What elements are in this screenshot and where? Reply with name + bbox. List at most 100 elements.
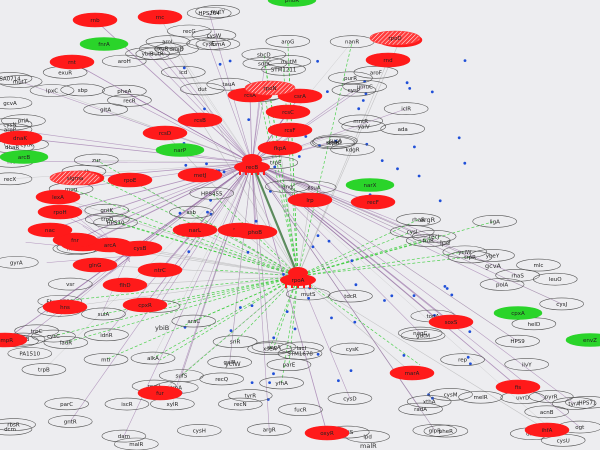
red-node-lexA[interactable]: lexA xyxy=(35,189,81,205)
red-node-rcsD[interactable]: rcsD xyxy=(142,125,188,141)
gene-node-trpD[interactable]: trpD xyxy=(84,212,130,226)
gene-node-mtr[interactable]: mtr xyxy=(83,353,129,366)
hub-node-rpoA[interactable]: rpoA xyxy=(280,267,316,288)
gene-node-HPS455[interactable]: HPS455 xyxy=(189,186,235,200)
gene-node-purR[interactable]: purR xyxy=(328,71,373,85)
gene-node-parC[interactable]: parC xyxy=(44,397,89,411)
red-node-marA[interactable]: marA xyxy=(389,365,435,381)
gene-node-uxuR[interactable]: uxuR xyxy=(139,42,184,55)
gene-node-lpxC[interactable]: lpxC xyxy=(29,84,75,97)
gene-node-vsr[interactable]: vsr xyxy=(47,277,93,291)
gene-node-rbsR[interactable]: rbsR xyxy=(0,418,36,431)
gene-node-fruR[interactable]: fruR xyxy=(405,234,451,247)
gene-node-rhaR[interactable]: rhaR xyxy=(396,213,441,226)
gene-node-aroG[interactable]: aroG xyxy=(265,34,311,48)
gene-node-ybeY[interactable]: ybeY xyxy=(470,249,515,262)
gene-node-radA[interactable]: radA xyxy=(398,402,443,416)
gene-node-seqA[interactable]: seqA xyxy=(251,340,297,354)
red-node-ompR[interactable]: ompR xyxy=(0,332,28,348)
gene-node-trpR[interactable]: trpR xyxy=(447,250,493,264)
gene-node-HPS9[interactable]: HPS9 xyxy=(495,334,540,348)
gene-node-dam[interactable]: dam xyxy=(101,429,147,443)
gene-node-araC[interactable]: araC xyxy=(171,314,217,328)
red-node-recF[interactable]: recF xyxy=(350,194,396,210)
gene-node-kdgR[interactable]: kdgR xyxy=(330,143,375,156)
gene-node-tyrR[interactable]: tyrR xyxy=(227,389,273,402)
green-node-phoR[interactable]: phoR xyxy=(267,0,317,7)
hatched-node-rpoD[interactable]: rpoD xyxy=(369,30,421,46)
gene-node-mutT[interactable]: mutT xyxy=(0,75,43,88)
red-node-lrp[interactable]: lrp xyxy=(287,192,333,208)
gene-node-PA1510[interactable]: PA1510 xyxy=(7,347,53,360)
gene-node-ybiB[interactable]: ybiB xyxy=(125,47,170,60)
gene-node-dut[interactable]: dut xyxy=(180,82,225,96)
hatched-node-sigma[interactable]: sigma xyxy=(49,170,101,186)
gene-node-cysC[interactable]: cysC xyxy=(31,329,76,343)
red-node-rpoH[interactable]: rpoH xyxy=(37,204,83,220)
green-node-narP[interactable]: narP xyxy=(155,143,205,157)
gene-node-cysN[interactable]: cysN xyxy=(0,118,33,131)
red-node-dnaK[interactable]: dnaK xyxy=(0,130,43,146)
gene-node-yciW[interactable]: yciW xyxy=(442,245,488,259)
gene-node-fadR[interactable]: fadR xyxy=(43,336,89,349)
gene-node-sbp[interactable]: sbp xyxy=(60,83,105,97)
red-node-soxS[interactable]: soxS xyxy=(428,314,474,330)
gene-node-leuO[interactable]: leuO xyxy=(532,272,578,286)
red-node-rcsF[interactable]: rcsF xyxy=(267,122,313,138)
gene-node-ada[interactable]: ada xyxy=(380,122,425,136)
red-node-rnt[interactable]: rnt xyxy=(49,54,95,70)
gene-node-nagC[interactable]: nagC xyxy=(397,326,443,340)
red-node-cpxR[interactable]: cpxR xyxy=(122,297,168,313)
gene-node-gltA[interactable]: gltA xyxy=(83,103,128,116)
gene-node-sulA[interactable]: sulA xyxy=(81,307,126,321)
gene-node-idnR[interactable]: idnR xyxy=(84,328,129,342)
red-node-rpoE[interactable]: rpoE xyxy=(107,172,153,188)
gene-node-gntR[interactable]: gntR xyxy=(47,415,93,428)
gene-node-cysD[interactable]: cysD xyxy=(327,392,373,405)
gene-node-sucA[interactable]: sucA xyxy=(313,134,358,148)
red-node-fnr[interactable]: fnr xyxy=(52,232,98,248)
red-node-oxyR[interactable]: oxyR xyxy=(304,425,350,441)
gene-node-trpB[interactable]: trpB xyxy=(21,363,67,376)
gene-node-dcm[interactable]: dcm xyxy=(0,422,33,436)
red-node-rnc[interactable]: rnc xyxy=(137,9,183,25)
gene-node-mntR[interactable]: mntR xyxy=(338,114,383,128)
gene-node-melR[interactable]: melR xyxy=(458,390,503,404)
gene-node-pyrR[interactable]: pyrR xyxy=(528,390,574,403)
red-node-ihfA[interactable]: ihfA xyxy=(524,422,570,438)
red-node-fkpA[interactable]: fkpA xyxy=(257,140,303,156)
green-node-cpxA[interactable]: cpxA xyxy=(493,306,543,320)
red-node-narL[interactable]: narL xyxy=(172,222,218,238)
gene-node-acnB[interactable]: acnB xyxy=(524,405,569,419)
gene-node-umuC[interactable]: umuC xyxy=(342,80,388,93)
gene-node-yaiV[interactable]: yaiV xyxy=(341,120,387,133)
gene-node-lacI[interactable]: lacI xyxy=(279,341,324,355)
gene-node-tyrA[interactable]: tyrA xyxy=(551,397,597,410)
gene-node-xseA[interactable]: xseA xyxy=(247,342,292,356)
gene-node-aroH[interactable]: aroH xyxy=(101,54,147,68)
gene-node-HPS10[interactable]: HPS10 xyxy=(93,216,138,229)
gene-node-galR[interactable]: galR xyxy=(207,355,252,369)
red-node-glnG[interactable]: glnG xyxy=(72,257,118,273)
hub-node-recB[interactable]: recB xyxy=(234,154,270,175)
gene-node-STM1678[interactable]: STM1678 xyxy=(277,347,323,360)
gene-node-ilvY[interactable]: ilvY xyxy=(504,358,550,371)
gene-node-mutM[interactable]: mutM xyxy=(266,55,312,68)
gene-node-gcvA[interactable]: gcvA xyxy=(0,96,33,110)
green-node-arcB[interactable]: arcB xyxy=(0,150,49,164)
gene-node-cysW[interactable]: cysW xyxy=(191,28,237,42)
gene-node-mutS[interactable]: mutS xyxy=(285,287,331,301)
gene-node-fumA[interactable]: fumA xyxy=(195,37,241,51)
gene-node-srlR[interactable]: srlR xyxy=(212,335,258,349)
gene-node-recG[interactable]: recG xyxy=(166,24,212,38)
gene-node-HPS264[interactable]: HPS264 xyxy=(186,6,232,20)
gene-node-ung[interactable]: ung xyxy=(265,180,310,193)
gene-node-topB[interactable]: topB xyxy=(310,136,355,150)
gene-node-fucR[interactable]: fucR xyxy=(278,403,323,416)
gene-node-cysK[interactable]: cysK xyxy=(329,342,375,356)
gene-node-recR[interactable]: recR xyxy=(107,94,152,107)
gene-node-sdhC[interactable]: sdhC xyxy=(242,57,288,70)
gene-node-icd[interactable]: icd xyxy=(160,65,206,79)
red-node-rnd[interactable]: rnd xyxy=(365,52,411,68)
gene-node-ligA[interactable]: ligA xyxy=(472,215,517,228)
